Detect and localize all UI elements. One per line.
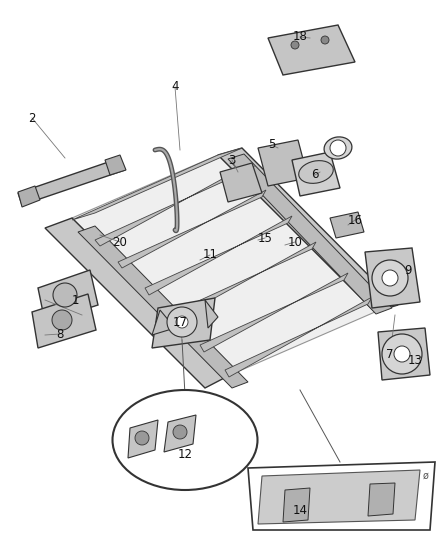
Text: 1: 1 bbox=[71, 294, 79, 306]
Polygon shape bbox=[205, 300, 218, 328]
Polygon shape bbox=[218, 148, 398, 312]
Polygon shape bbox=[378, 328, 430, 380]
Polygon shape bbox=[32, 294, 96, 348]
Polygon shape bbox=[225, 297, 372, 377]
Text: 18: 18 bbox=[293, 30, 307, 44]
Polygon shape bbox=[258, 140, 308, 186]
Polygon shape bbox=[164, 415, 196, 452]
Polygon shape bbox=[200, 273, 348, 352]
Text: ø: ø bbox=[423, 471, 429, 481]
Text: 4: 4 bbox=[171, 80, 179, 93]
Polygon shape bbox=[72, 155, 375, 375]
Text: 20: 20 bbox=[113, 236, 127, 248]
Circle shape bbox=[394, 346, 410, 362]
Circle shape bbox=[53, 283, 77, 307]
Text: 6: 6 bbox=[311, 168, 319, 182]
Polygon shape bbox=[283, 488, 310, 522]
Text: 14: 14 bbox=[293, 504, 307, 516]
Text: 15: 15 bbox=[258, 231, 272, 245]
Polygon shape bbox=[268, 25, 355, 75]
Polygon shape bbox=[145, 216, 292, 295]
Polygon shape bbox=[18, 158, 125, 205]
Circle shape bbox=[321, 36, 329, 44]
Text: 11: 11 bbox=[202, 248, 218, 262]
Polygon shape bbox=[105, 155, 126, 175]
Polygon shape bbox=[365, 248, 420, 308]
Polygon shape bbox=[220, 163, 262, 202]
Polygon shape bbox=[72, 148, 242, 220]
Ellipse shape bbox=[324, 137, 352, 159]
Text: 12: 12 bbox=[177, 448, 192, 462]
Text: 9: 9 bbox=[404, 263, 412, 277]
Text: 5: 5 bbox=[268, 139, 276, 151]
Circle shape bbox=[173, 425, 187, 439]
Polygon shape bbox=[258, 470, 420, 524]
Text: 13: 13 bbox=[408, 353, 422, 367]
Polygon shape bbox=[330, 212, 364, 238]
Ellipse shape bbox=[113, 390, 258, 490]
Circle shape bbox=[382, 270, 398, 286]
Polygon shape bbox=[152, 298, 215, 348]
Text: 16: 16 bbox=[347, 214, 363, 227]
Polygon shape bbox=[18, 186, 40, 207]
Polygon shape bbox=[228, 154, 392, 314]
Polygon shape bbox=[95, 167, 244, 246]
Circle shape bbox=[176, 316, 188, 328]
Polygon shape bbox=[38, 270, 98, 322]
Polygon shape bbox=[152, 310, 175, 335]
Ellipse shape bbox=[299, 160, 333, 183]
Polygon shape bbox=[368, 483, 395, 516]
Text: 17: 17 bbox=[173, 317, 187, 329]
Text: 3: 3 bbox=[228, 154, 236, 166]
Circle shape bbox=[52, 310, 72, 330]
Polygon shape bbox=[118, 190, 266, 268]
Circle shape bbox=[330, 140, 346, 156]
Circle shape bbox=[291, 41, 299, 49]
Text: 8: 8 bbox=[57, 328, 64, 342]
Polygon shape bbox=[78, 226, 248, 388]
Circle shape bbox=[372, 260, 408, 296]
Polygon shape bbox=[292, 152, 340, 196]
Circle shape bbox=[167, 307, 197, 337]
Circle shape bbox=[135, 431, 149, 445]
Polygon shape bbox=[248, 462, 435, 530]
Polygon shape bbox=[128, 420, 158, 458]
Polygon shape bbox=[45, 218, 230, 388]
Text: 2: 2 bbox=[28, 111, 36, 125]
Circle shape bbox=[382, 334, 422, 374]
Text: 7: 7 bbox=[386, 349, 394, 361]
Polygon shape bbox=[170, 242, 316, 320]
Text: 10: 10 bbox=[288, 236, 302, 248]
